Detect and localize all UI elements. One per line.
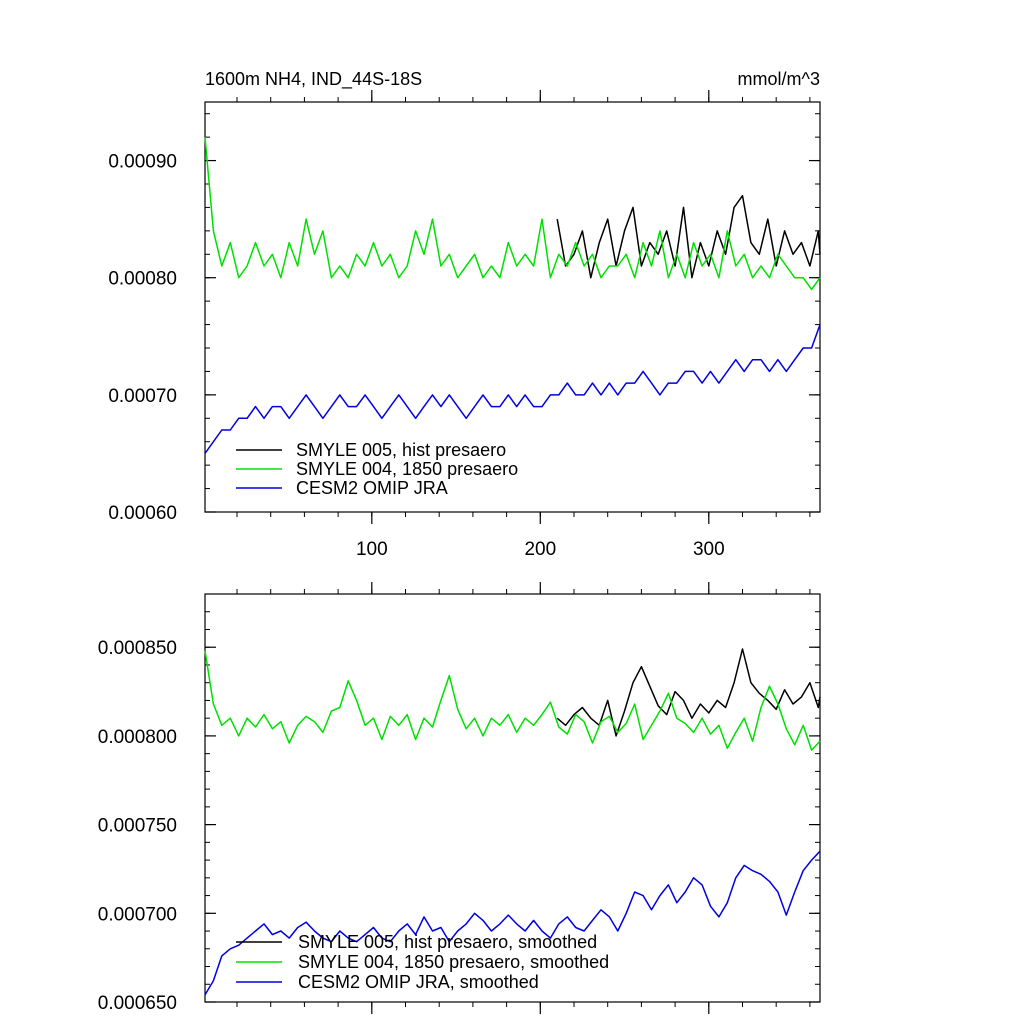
y-tick-label: 0.000800 [98,727,177,748]
chart-title-right: mmol/m^3 [738,69,820,89]
series-line-0 [556,194,821,279]
y-tick-label: 0.00090 [108,152,177,173]
legend-label: SMYLE 004, 1850 presaero, smoothed [298,952,609,972]
series-line-1 [204,137,821,291]
panel-bottom: 0.000650 0.000700 0.000750 0.000800 0.000850… [98,582,821,1014]
y-tick-label: 0.00070 [108,386,177,407]
y-tick-label: 0.000700 [98,904,177,925]
y-tick-label: 0.00060 [108,503,177,524]
legend-label: CESM2 OMIP JRA [296,478,448,498]
x-tick-label: 200 [524,539,556,560]
legend-label: SMYLE 005, hist presaero, smoothed [298,932,597,952]
chart-title-left: 1600m NH4, IND_44S-18S [205,69,422,90]
legend-label: SMYLE 005, hist presaero [296,440,506,460]
series-line-0 [556,648,821,737]
plot-frame [204,101,821,513]
legend-label: CESM2 OMIP JRA, smoothed [298,972,539,992]
x-tick-label: 100 [356,539,388,560]
series-line-2 [204,324,821,454]
y-tick-label: 0.000650 [98,993,177,1014]
panel-top: 0.00060 0.00070 0.00080 0.00090 100 200 300 160… [108,69,821,560]
legend-label: SMYLE 004, 1850 presaero [296,459,518,479]
x-tick-label: 300 [693,539,725,560]
y-tick-label: 0.00080 [108,269,177,290]
series-line-1 [204,650,821,751]
plot-frame [204,593,821,1003]
series-line-2 [204,850,821,996]
y-tick-label: 0.000850 [98,638,177,659]
y-tick-label: 0.000750 [98,816,177,837]
